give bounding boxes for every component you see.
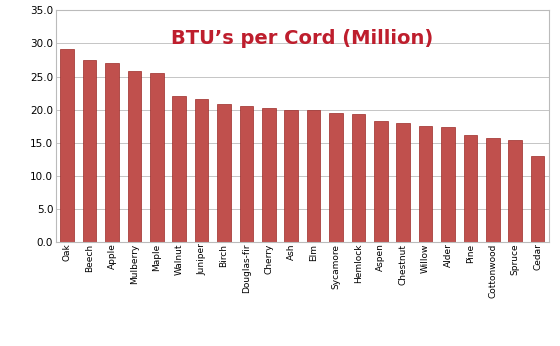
Bar <box>105 63 119 242</box>
Bar <box>486 138 500 242</box>
Bar <box>172 97 186 242</box>
Bar <box>352 115 365 242</box>
Bar <box>374 121 388 242</box>
Bar <box>195 99 208 242</box>
Bar <box>441 127 455 242</box>
Bar <box>150 73 164 242</box>
Text: BTU’s per Cord (Million): BTU’s per Cord (Million) <box>171 29 433 48</box>
Bar <box>508 139 522 242</box>
Bar <box>419 126 432 242</box>
Bar <box>60 49 74 242</box>
Bar <box>307 110 320 242</box>
Bar <box>217 104 231 242</box>
Bar <box>262 108 276 242</box>
Bar <box>128 71 141 242</box>
Bar <box>83 60 96 242</box>
Bar <box>284 110 298 242</box>
Bar <box>329 113 343 242</box>
Bar <box>464 135 477 242</box>
Bar <box>396 123 410 242</box>
Bar <box>240 107 253 242</box>
Bar <box>531 156 544 242</box>
